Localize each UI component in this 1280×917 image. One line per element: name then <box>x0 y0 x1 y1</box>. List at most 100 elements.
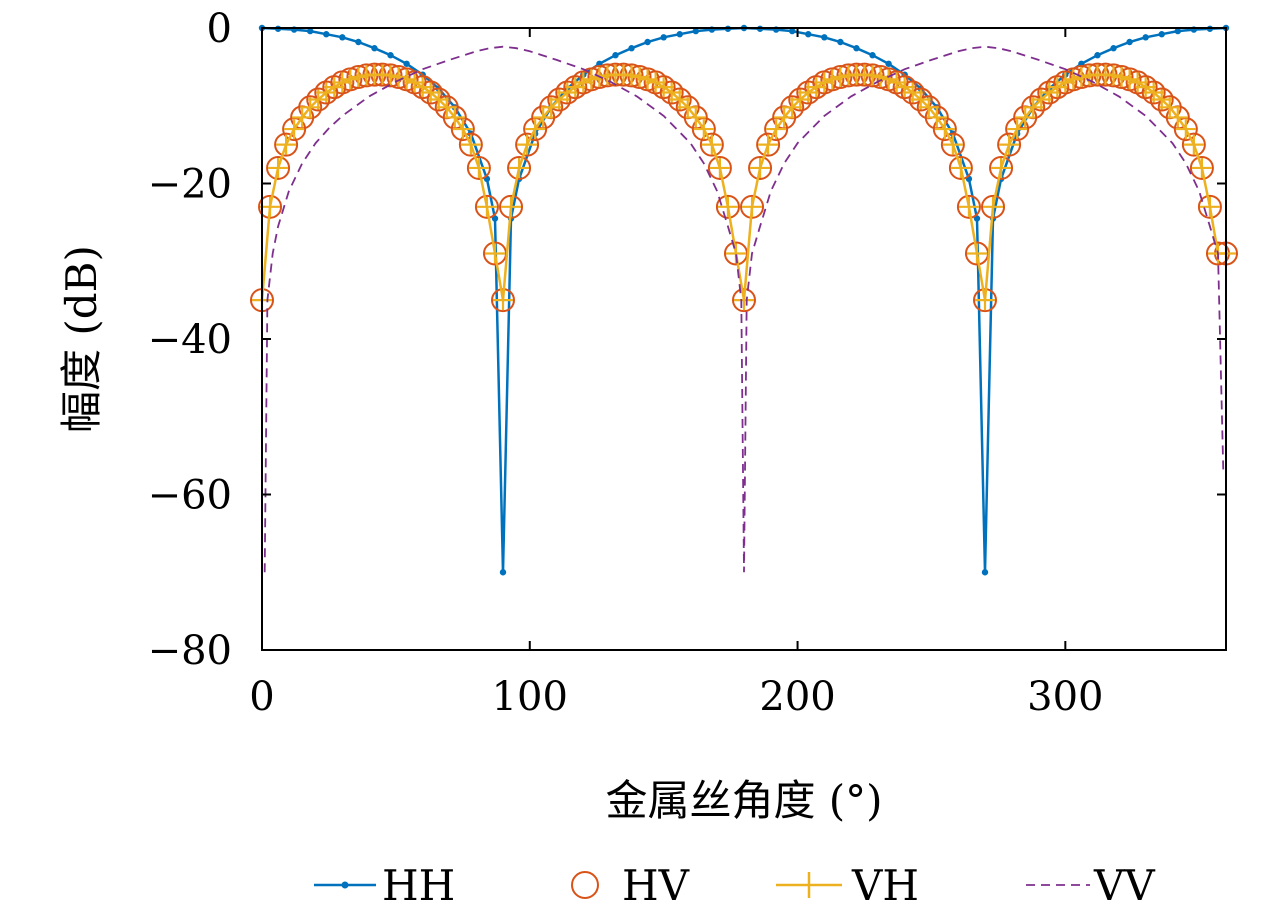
point-hv <box>659 80 684 105</box>
point-hv <box>274 132 299 157</box>
y-tick-label: 0 <box>207 6 232 52</box>
point-vh <box>830 66 851 87</box>
point-hv <box>515 132 540 157</box>
x-axis-label: 金属丝角度 (°) <box>605 776 882 825</box>
point-vh <box>1127 72 1148 93</box>
point-vh <box>653 77 674 98</box>
point-vh <box>541 97 562 118</box>
point-vh <box>324 77 345 98</box>
point-vh <box>1183 134 1204 155</box>
point-vh <box>999 134 1020 155</box>
point-vh <box>975 290 995 311</box>
point-vh <box>1023 97 1044 118</box>
legend-label-vh: VH <box>851 861 919 910</box>
point-vh <box>742 196 763 217</box>
point-vh <box>509 157 530 178</box>
point-vh <box>1175 119 1196 140</box>
legend-item-hh: HH <box>314 861 455 910</box>
point-vh <box>1055 72 1076 93</box>
point-vh <box>983 196 1004 217</box>
legend-marker-hh <box>341 881 349 889</box>
point-vh <box>701 134 722 155</box>
point-vh <box>260 196 281 217</box>
point-vh <box>942 134 963 155</box>
point-vh <box>1199 196 1220 217</box>
point-vh <box>1071 66 1092 87</box>
point-hh <box>371 45 378 52</box>
point-vh <box>444 107 465 128</box>
y-tick-label: −40 <box>148 317 232 363</box>
point-hh <box>853 45 860 52</box>
point-vh <box>894 77 915 98</box>
point-vh <box>1167 107 1188 128</box>
point-hv <box>940 132 965 157</box>
point-vh <box>581 69 602 90</box>
point-vh <box>412 77 433 98</box>
point-vh <box>388 66 409 87</box>
point-hh <box>355 38 362 46</box>
point-vh <box>468 157 489 178</box>
point-vh <box>428 89 449 110</box>
series-hv <box>250 62 1238 313</box>
point-vh <box>348 66 369 87</box>
point-vh <box>1007 119 1028 140</box>
point-hh <box>885 60 892 67</box>
point-vh <box>380 65 401 86</box>
point-vh <box>918 97 939 118</box>
point-vh <box>1039 82 1060 103</box>
point-hh <box>387 52 394 59</box>
point-vh <box>758 134 779 155</box>
point-vh <box>276 134 297 155</box>
point-vh <box>734 290 754 311</box>
x-tick-label: 0 <box>249 674 274 720</box>
point-hv <box>707 155 732 180</box>
point-hh <box>805 31 812 38</box>
point-hh <box>837 38 844 46</box>
point-vh <box>525 119 546 140</box>
point-vh <box>621 65 642 86</box>
point-hh <box>1094 52 1101 59</box>
point-vh <box>685 107 706 128</box>
point-hh <box>1126 38 1133 46</box>
point-hv <box>756 132 781 157</box>
point-vh <box>910 89 931 110</box>
point-vh <box>517 134 538 155</box>
point-hh <box>339 34 346 41</box>
series-vh <box>252 64 1236 311</box>
point-vh <box>950 157 971 178</box>
point-vh <box>958 196 979 217</box>
point-vh <box>991 157 1012 178</box>
point-vh <box>934 119 955 140</box>
legend: HH HV VH VV <box>314 861 1155 910</box>
series-layer <box>250 24 1238 576</box>
point-hh <box>692 27 699 35</box>
point-hv <box>828 64 853 89</box>
point-hv <box>651 75 676 100</box>
point-hv <box>948 155 973 180</box>
point-vh <box>436 97 457 118</box>
point-vh <box>806 77 827 98</box>
point-vh <box>452 119 473 140</box>
point-vh <box>782 97 803 118</box>
point-hv <box>1133 75 1158 100</box>
legend-label-hv: HV <box>622 861 690 910</box>
point-vh <box>340 69 361 90</box>
point-hv <box>418 80 443 105</box>
series-vv <box>263 45 1225 573</box>
point-vh <box>1047 77 1068 98</box>
point-vh <box>677 97 698 118</box>
point-vh <box>966 243 987 264</box>
point-hh <box>307 27 314 35</box>
point-vh <box>493 290 513 311</box>
legend-swatch-hv <box>571 871 599 899</box>
point-vh <box>1111 66 1132 87</box>
point-hh <box>403 60 410 67</box>
point-hh <box>323 31 330 38</box>
point-hv <box>989 155 1014 180</box>
point-vh <box>332 72 353 93</box>
point-vh <box>669 89 690 110</box>
y-tick-label: −20 <box>148 162 232 208</box>
point-hv <box>748 155 773 180</box>
point-vh <box>1159 97 1180 118</box>
point-vh <box>404 72 425 93</box>
